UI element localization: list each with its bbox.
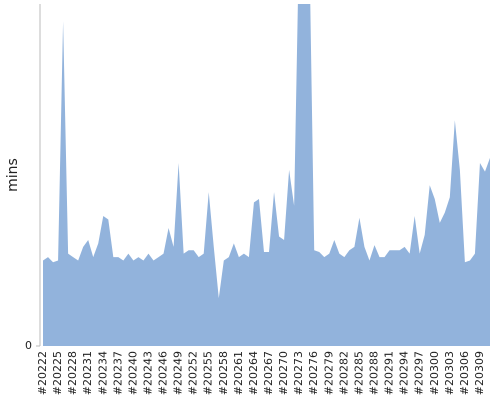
y-tick-label: 0 [25,339,32,352]
x-tick-label: #20225 [51,351,64,395]
x-tick-label: #20279 [322,351,335,395]
x-tick-label: #20246 [157,351,170,395]
x-tick-label: #20282 [337,351,350,395]
x-tick-label: #20270 [277,351,290,395]
x-tick-label: #20222 [36,351,49,395]
x-tick-label: #20258 [217,351,230,395]
y-axis-label: mins [5,158,21,192]
x-tick-label: #20285 [352,351,365,395]
x-tick-label: #20276 [307,351,320,395]
x-tick-label: #20243 [141,351,154,395]
x-tick-label: #20303 [443,351,456,395]
x-tick-label: #20297 [413,351,426,395]
x-tick-label: #20255 [202,351,215,395]
x-tick-label: #20267 [262,351,275,395]
x-tick-label: #20309 [473,351,486,395]
x-tick-label: #20252 [187,351,200,395]
x-tick-label: #20249 [172,351,185,395]
x-tick-label: #20273 [292,351,305,395]
x-tick-label: #20306 [458,351,471,395]
area [43,4,490,346]
x-tick-label: #20261 [232,351,245,395]
x-tick-label: #20240 [126,351,139,395]
x-tick-label: #20234 [96,351,109,395]
x-tick-label: #20294 [398,351,411,395]
x-tick-label: #20288 [367,351,380,395]
x-tick-label: #20300 [428,351,441,395]
x-tick-label: #20264 [247,351,260,395]
x-tick-label: #20231 [81,351,94,395]
x-tick-label: #20237 [111,351,124,395]
x-tick-label: #20291 [383,351,396,395]
x-tick-label: #20228 [66,351,79,395]
